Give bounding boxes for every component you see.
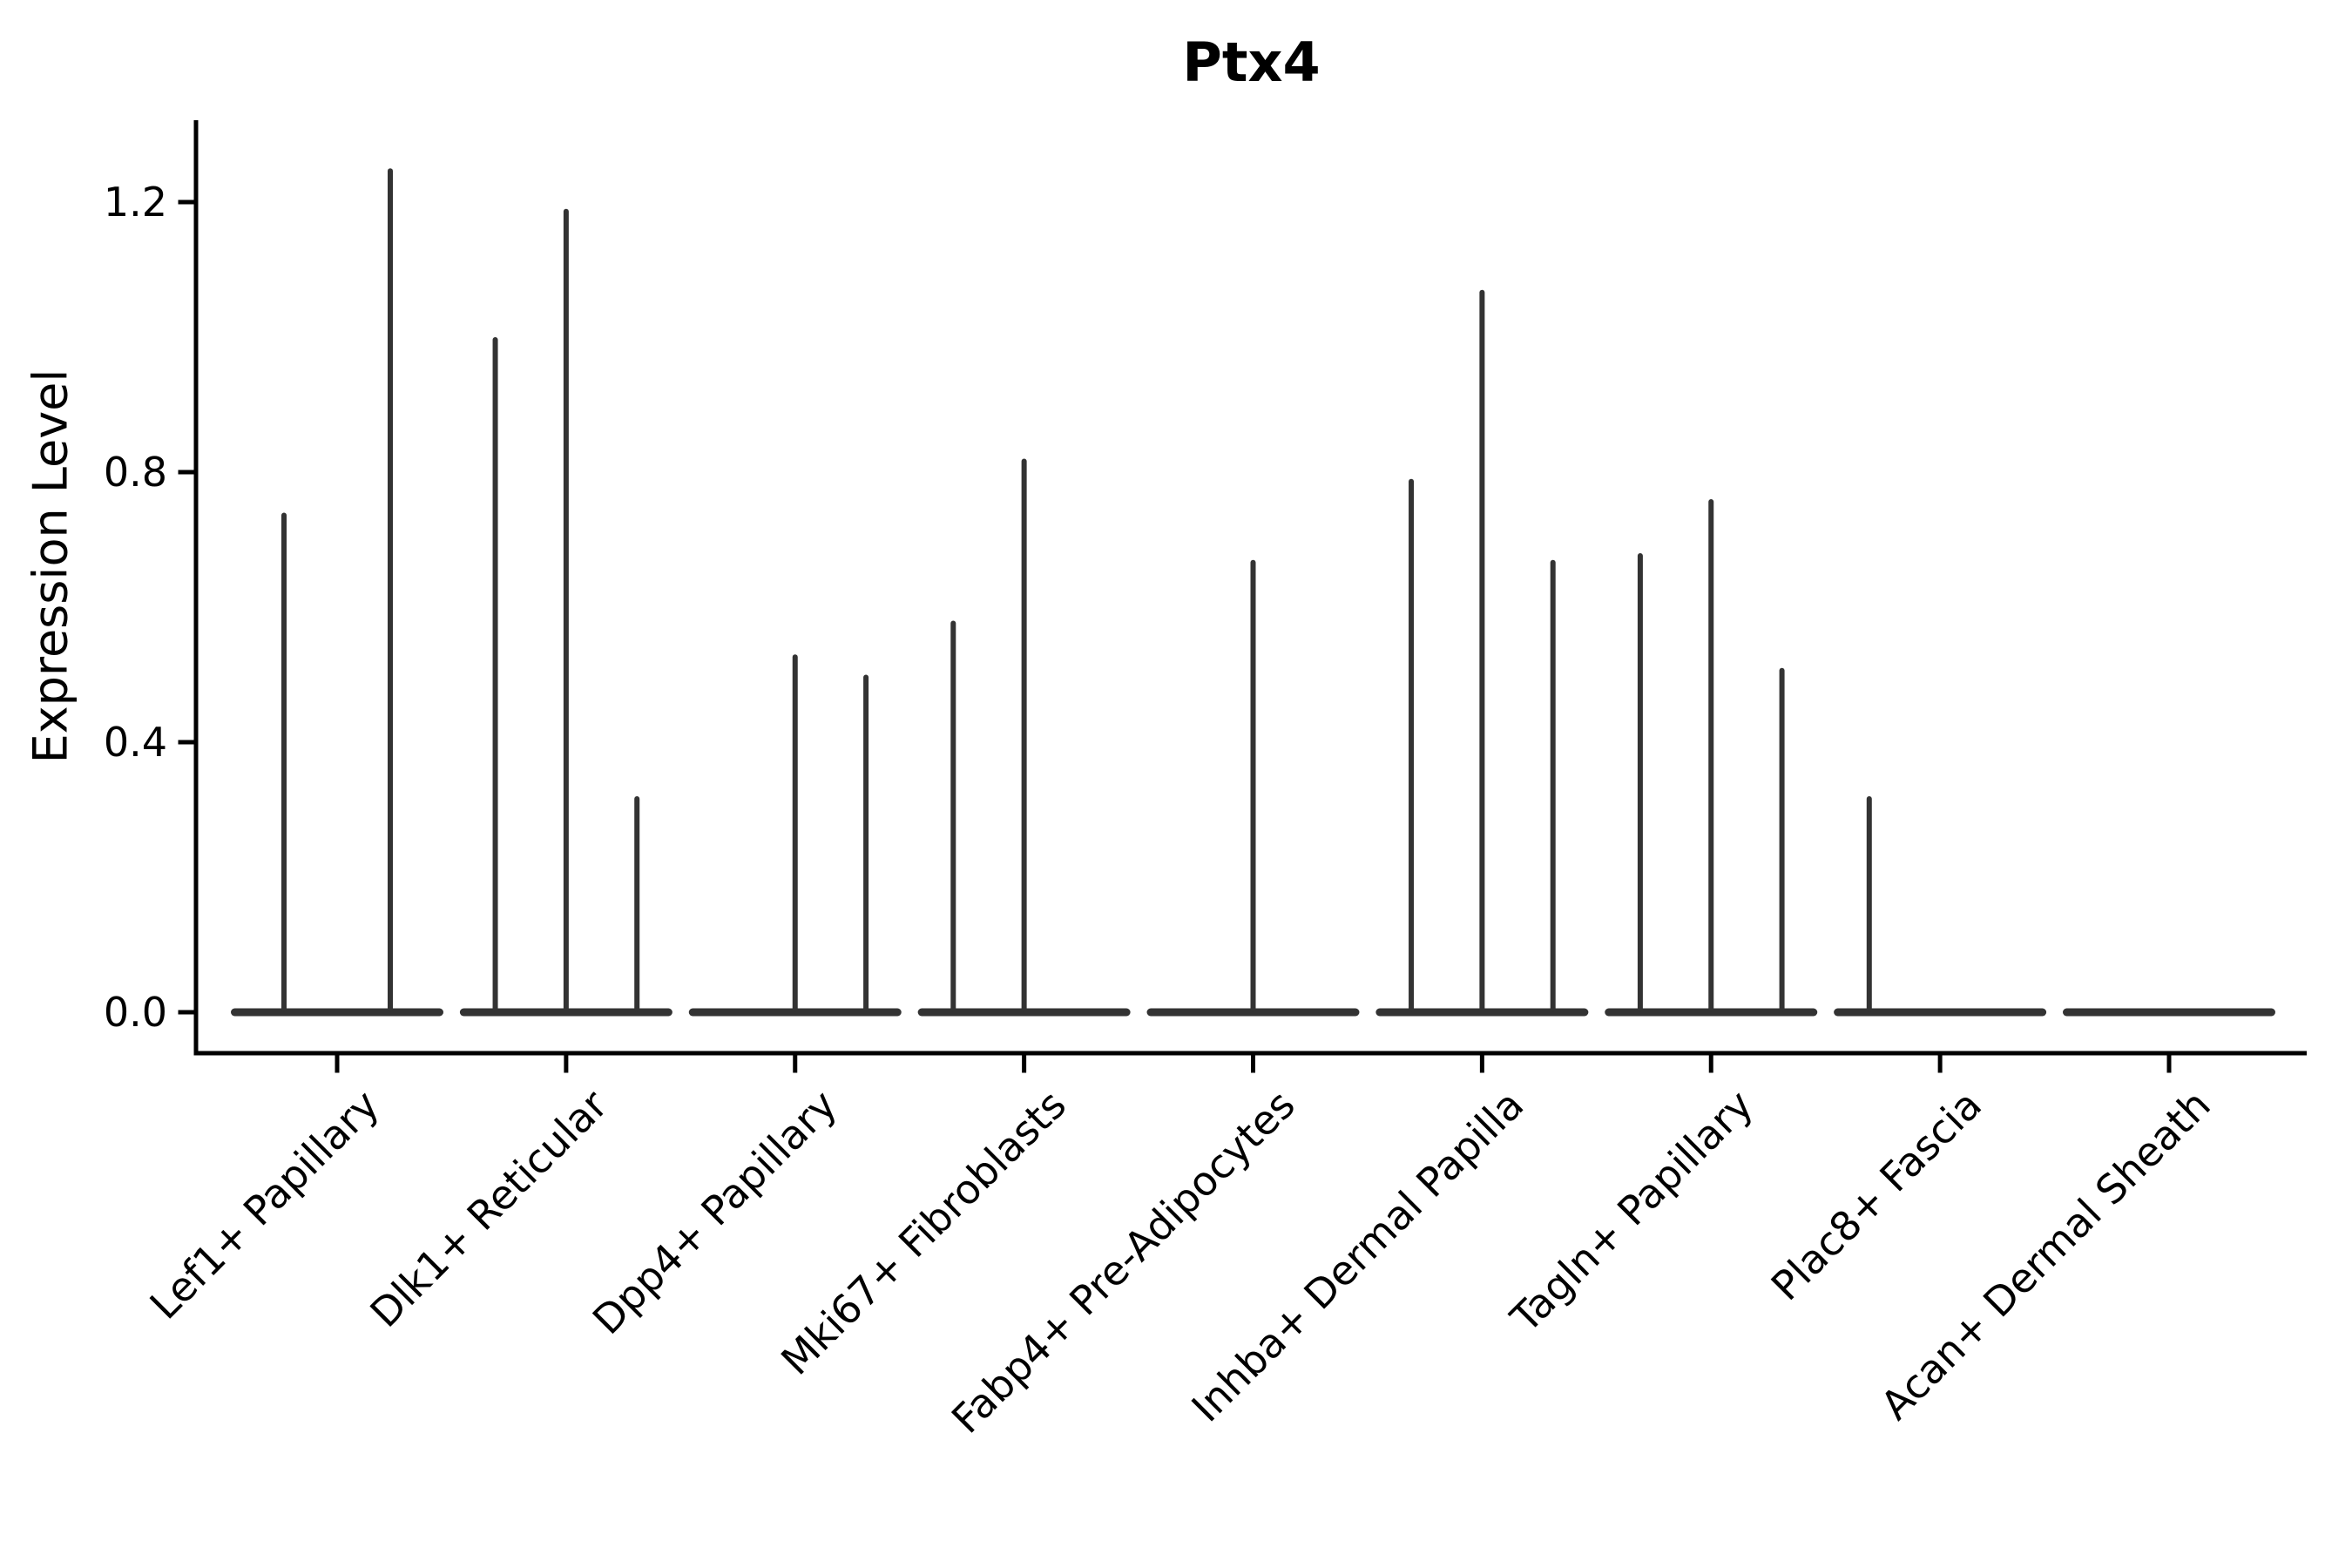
y-tick-label: 0.4 bbox=[103, 719, 167, 766]
y-tick-mark bbox=[178, 470, 194, 475]
violin-spike bbox=[1866, 796, 1872, 1012]
x-tick-mark bbox=[2166, 1055, 2172, 1073]
y-tick-label: 0.8 bbox=[103, 449, 167, 496]
x-tick-mark bbox=[564, 1055, 569, 1073]
y-tick-mark bbox=[178, 199, 194, 205]
violin-body bbox=[231, 1008, 443, 1017]
violin-spike bbox=[1479, 289, 1485, 1012]
y-tick-label: 1.2 bbox=[103, 179, 167, 226]
violin-spike bbox=[492, 337, 498, 1012]
y-axis-spine bbox=[193, 120, 199, 1056]
violin-spike bbox=[1550, 559, 1556, 1012]
violin-spike bbox=[792, 654, 798, 1012]
x-tick-mark bbox=[1937, 1055, 1943, 1073]
violin-spike bbox=[1779, 667, 1785, 1012]
violin-spike bbox=[281, 512, 287, 1012]
violin-spike bbox=[1409, 478, 1415, 1012]
x-tick-mark bbox=[335, 1055, 340, 1073]
y-tick-label: 0.0 bbox=[103, 989, 167, 1036]
x-tick-mark bbox=[1479, 1055, 1484, 1073]
x-tick-mark bbox=[793, 1055, 798, 1073]
violin-spike bbox=[1637, 553, 1643, 1012]
x-tick-mark bbox=[1708, 1055, 1713, 1073]
violin-spike bbox=[863, 674, 869, 1012]
violin-body bbox=[2063, 1008, 2275, 1017]
violin-body bbox=[1834, 1008, 2047, 1017]
violin-spike bbox=[1021, 458, 1027, 1012]
violin-spike bbox=[634, 796, 640, 1012]
x-tick-mark bbox=[1251, 1055, 1255, 1073]
x-tick-mark bbox=[1022, 1055, 1027, 1073]
violin-spike bbox=[388, 168, 393, 1012]
y-tick-mark bbox=[178, 740, 194, 745]
violin-spike bbox=[563, 208, 569, 1012]
violin-spike bbox=[1708, 499, 1714, 1012]
x-axis-spine bbox=[193, 1051, 2307, 1056]
violin-spike bbox=[1250, 559, 1256, 1012]
chart-title: Ptx4 bbox=[1182, 30, 1321, 94]
y-tick-mark bbox=[178, 1010, 194, 1015]
violin-spike bbox=[950, 620, 956, 1012]
